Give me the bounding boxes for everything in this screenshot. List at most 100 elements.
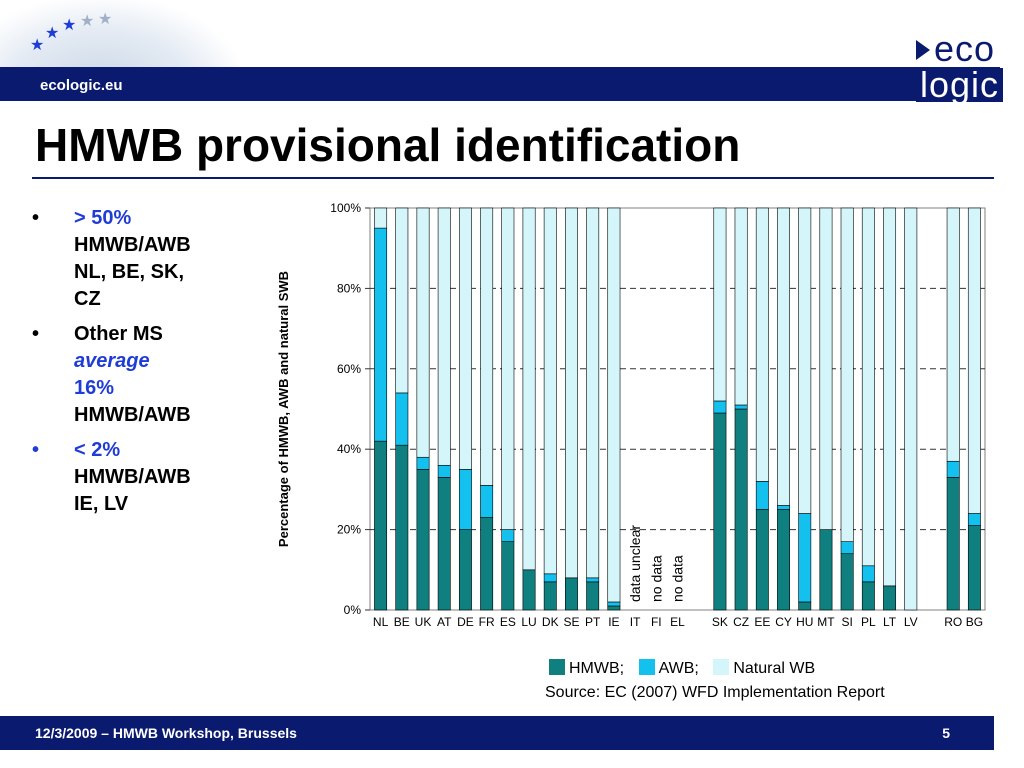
bar-awb — [437, 464, 451, 478]
x-tick-label: BE — [394, 615, 410, 629]
bar-hmwb — [586, 581, 600, 611]
x-tick-label: IT — [630, 615, 641, 629]
x-tick-label: LV — [904, 615, 918, 629]
bar-hmwb — [437, 477, 451, 611]
x-tick-label: MT — [817, 615, 835, 629]
bar-natural-wb — [946, 207, 960, 462]
bar-natural-wb — [395, 207, 409, 394]
bar-natural-wb — [840, 207, 854, 542]
x-tick-label: BG — [966, 615, 983, 629]
bar-awb — [586, 577, 600, 583]
bar-awb — [713, 400, 727, 414]
bullet-dot-icon: • — [32, 439, 40, 461]
bar-awb — [734, 404, 748, 410]
legend-swatch-hmwb — [549, 659, 565, 675]
y-tick-label: 80% — [337, 281, 361, 295]
bullet-dot-icon: • — [32, 207, 40, 229]
bar-hmwb — [777, 509, 790, 611]
bar-awb — [946, 460, 960, 478]
footer-bar: 12/3/2009 – HMWB Workshop, Brussels 5 — [0, 716, 994, 750]
y-axis-label: Percentage of HMWB, AWB and natural SWB — [276, 271, 291, 547]
x-tick-label: ES — [500, 615, 516, 629]
bar-awb — [416, 456, 430, 470]
bar-hmwb — [883, 585, 897, 611]
bar-natural-wb — [565, 207, 578, 579]
bar-awb — [543, 573, 557, 583]
x-tick-label: CY — [775, 615, 792, 629]
plot-area — [369, 207, 986, 611]
svg-text:★: ★ — [62, 17, 76, 34]
bar-hmwb — [967, 525, 981, 611]
footer-date: 12/3/2009 – HMWB Workshop, Brussels — [35, 725, 297, 741]
bullet-dot-icon: • — [32, 323, 40, 345]
legend-item-natural: Natural WB — [713, 659, 815, 678]
bar-natural-wb — [607, 207, 621, 603]
svg-text:★: ★ — [98, 11, 112, 28]
bar-hmwb — [798, 601, 812, 611]
bar-hmwb — [861, 581, 875, 611]
bar-awb — [374, 227, 388, 442]
x-tick-label: SK — [712, 615, 728, 629]
bar-hmwb — [458, 529, 472, 611]
bullet-item: • > 50% HMWB/AWB NL, BE, SK, CZ — [30, 205, 275, 313]
legend-item-hmwb: HMWB; — [549, 659, 624, 678]
bar-natural-wb — [586, 207, 600, 579]
legend-item-awb: AWB; — [638, 659, 699, 678]
bar-hmwb — [734, 408, 748, 611]
title-divider — [32, 177, 994, 179]
bullet-item: • < 2% HMWB/AWB IE, LV — [30, 437, 275, 518]
bar-natural-wb — [522, 207, 536, 571]
bar-awb — [501, 529, 515, 542]
x-tick-label: RO — [944, 615, 962, 629]
stars-graphic: ★ ★ ★ ★ ★ — [30, 11, 112, 54]
x-tick-label: IE — [608, 615, 619, 629]
chart-annotation: no data — [648, 555, 664, 602]
x-tick-label: FI — [651, 615, 662, 629]
bullet-line: HMWB/AWB — [74, 466, 191, 488]
bullet-line: > 50% — [74, 207, 132, 229]
stacked-bar-chart: 0% 20% 40% 60% 80% 100% NL BE UK AT DE FR ES LU DK SE PT… — [276, 201, 986, 629]
bar-natural-wb — [904, 207, 918, 611]
y-tick-label: 60% — [337, 362, 361, 376]
bar-awb — [840, 541, 854, 555]
bar-awb — [755, 481, 769, 510]
bullet-line: 16% — [74, 377, 115, 399]
logo-text-eco: eco — [934, 28, 996, 69]
bar-hmwb — [840, 553, 854, 611]
top-bar — [0, 67, 1000, 101]
x-tick-label: LT — [883, 615, 897, 629]
bar-natural-wb — [416, 207, 430, 458]
bar-awb — [777, 505, 790, 510]
chart-legend: HMWB; AWB; Natural WB — [549, 659, 825, 678]
bullet-line: HMWB/AWB — [74, 234, 191, 256]
site-label[interactable]: ecologic.eu — [40, 77, 123, 94]
bullet-line: Other MS — [74, 323, 163, 345]
bar-natural-wb — [819, 207, 833, 530]
legend-label-hmwb: HMWB; — [569, 660, 625, 677]
ecologic-logo: eco logic — [910, 28, 1004, 106]
x-tick-label: PT — [585, 615, 601, 629]
chart-annotation: data unclear — [627, 525, 643, 602]
bar-hmwb — [480, 517, 494, 611]
bar-natural-wb — [458, 207, 472, 470]
legend-label-natural: Natural WB — [733, 660, 816, 677]
y-tick-label: 20% — [337, 523, 361, 537]
bar-hmwb — [501, 541, 515, 611]
bar-hmwb — [543, 581, 557, 611]
bar-hmwb — [416, 468, 430, 611]
bullet-line: IE, LV — [74, 493, 129, 515]
x-tick-label: NL — [373, 615, 389, 629]
bar-natural-wb — [437, 207, 451, 466]
bar-hmwb — [946, 477, 960, 611]
bullet-item: • Other MS average 16% HMWB/AWB — [30, 321, 275, 429]
bar-awb — [967, 513, 981, 526]
y-tick-label: 40% — [337, 442, 361, 456]
x-tick-label: SE — [563, 615, 579, 629]
bar-hmwb — [395, 444, 409, 611]
bar-awb — [798, 513, 812, 603]
x-tick-label: EL — [670, 615, 685, 629]
bar-awb — [607, 601, 621, 607]
x-tick-label: CZ — [733, 615, 749, 629]
chart-annotation: no data — [670, 555, 686, 602]
x-tick-label: PL — [861, 615, 876, 629]
